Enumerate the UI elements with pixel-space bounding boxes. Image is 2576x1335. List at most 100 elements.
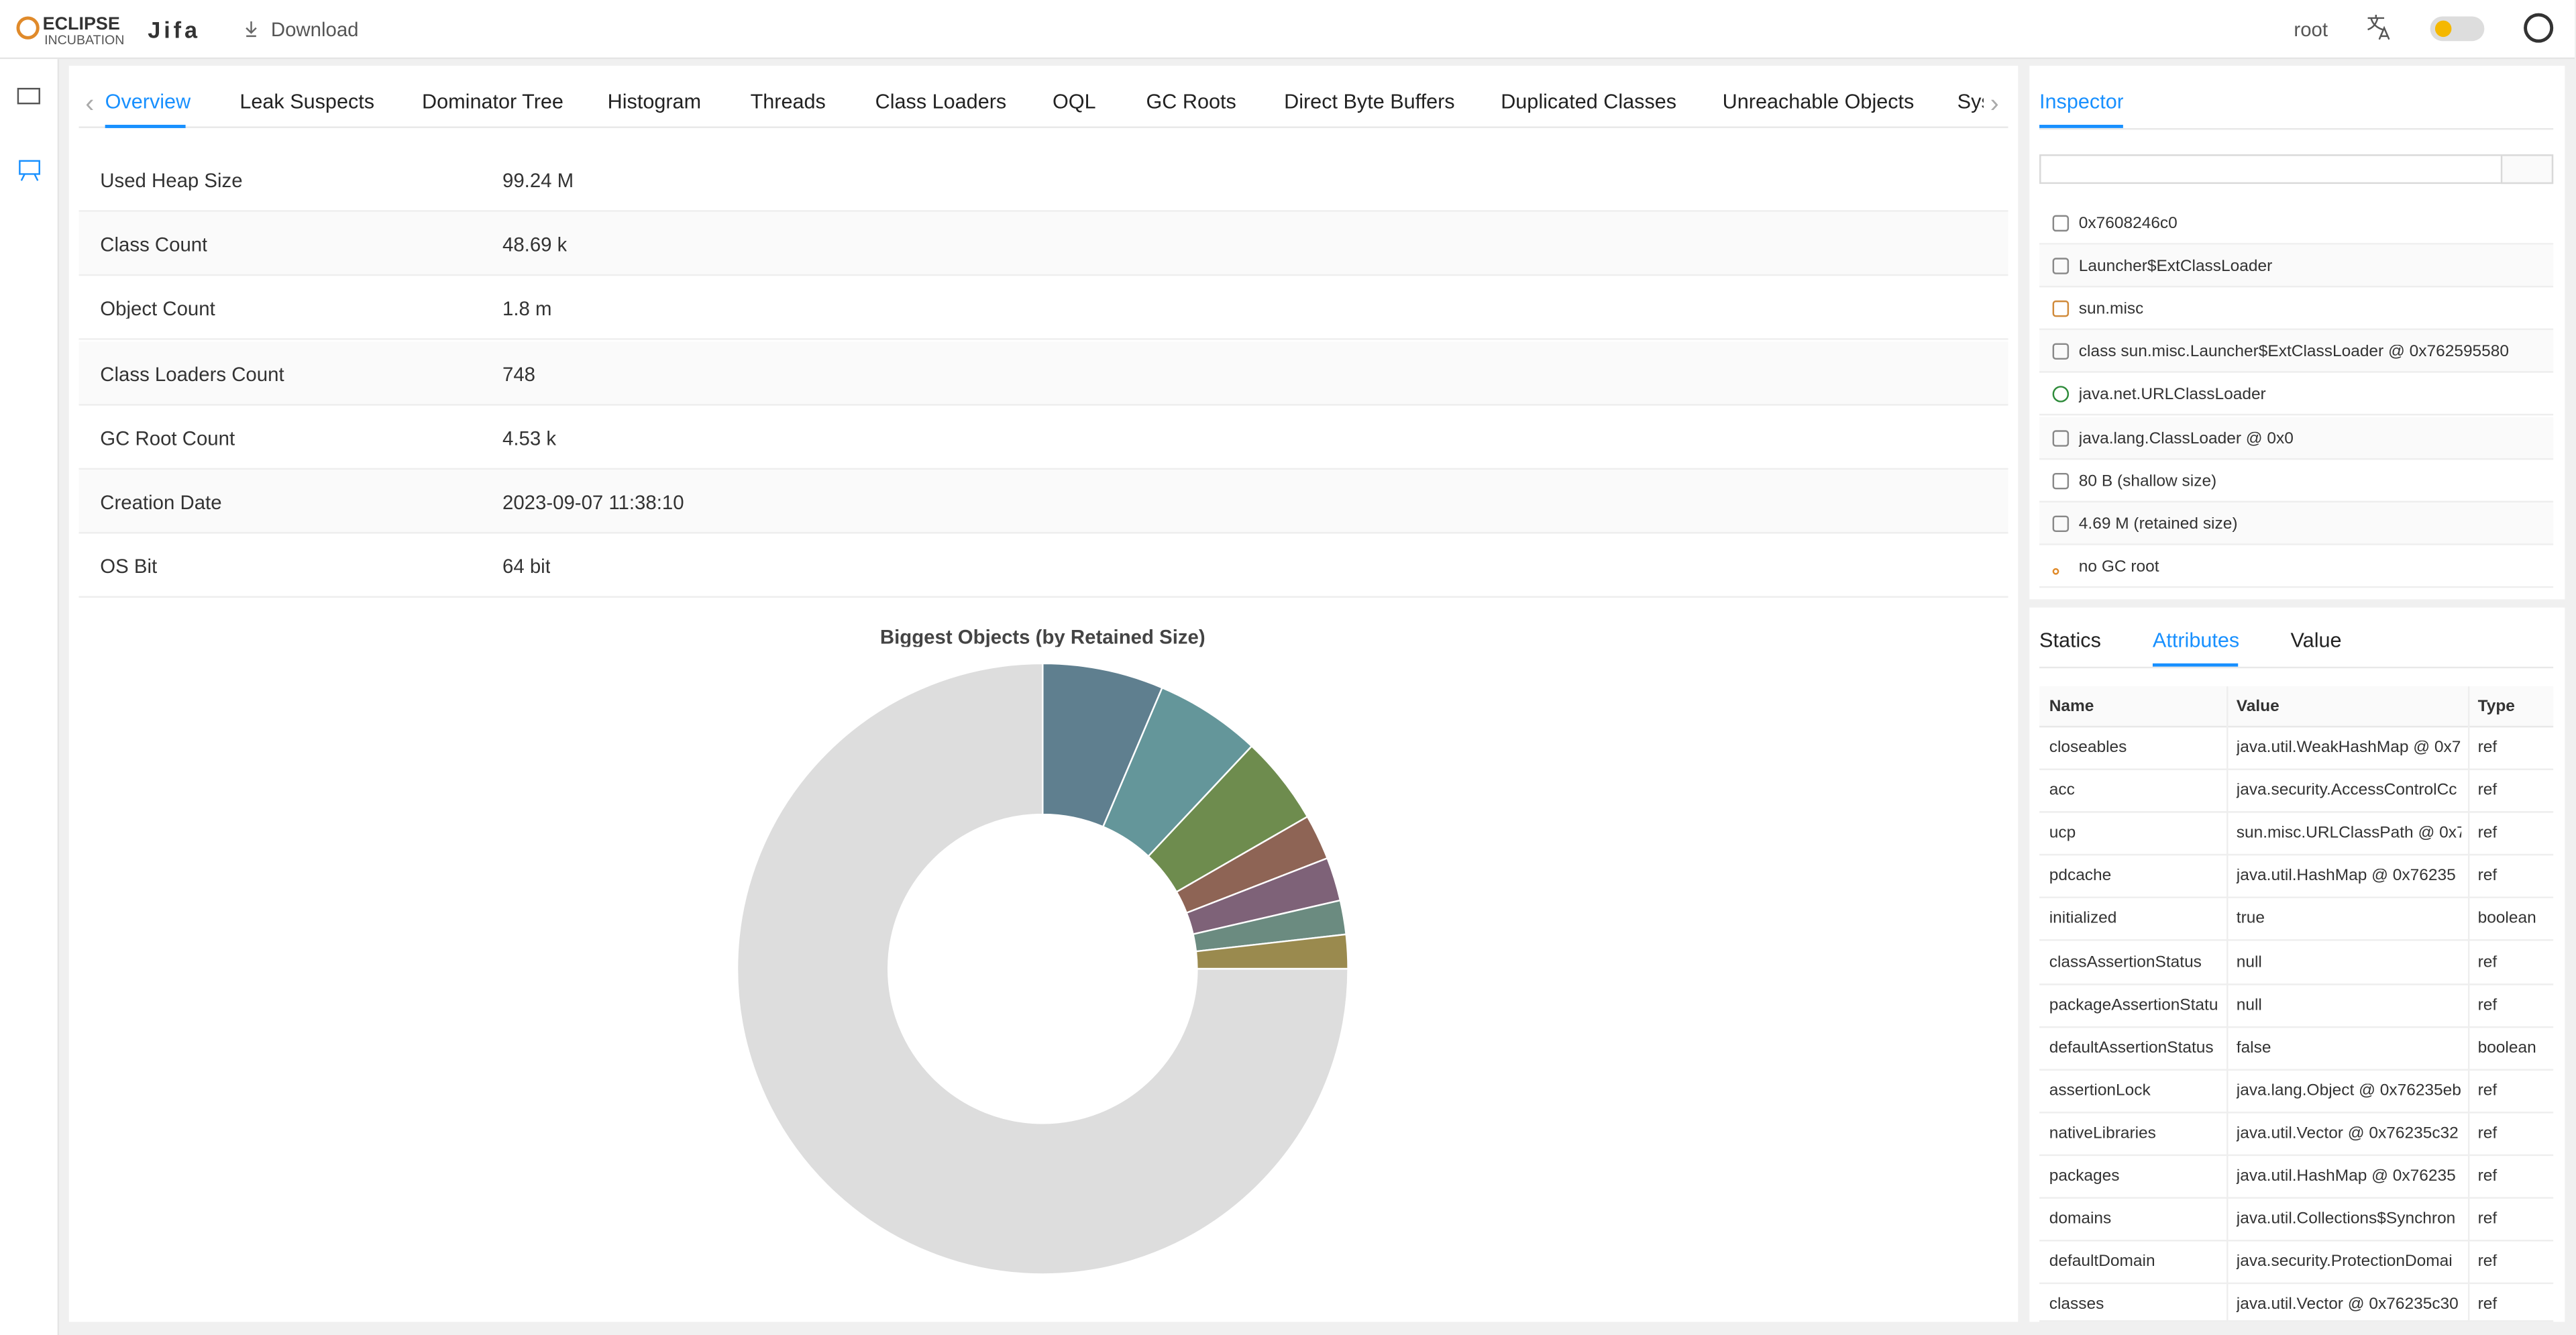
column-header: Type (2477, 699, 2515, 716)
github-icon[interactable] (2524, 13, 2554, 43)
inspector-row (2039, 330, 2554, 374)
overview-row (78, 212, 2008, 276)
table-cell: defaultDomain (2049, 1254, 2155, 1271)
details-tab[interactable]: Value (2290, 630, 2342, 651)
table-cell: java.util.Collections$Synchron (2236, 1212, 2456, 1229)
overview-row (78, 405, 2008, 470)
tab-prev[interactable]: ‹ (85, 92, 95, 119)
tab-underline (105, 125, 186, 128)
table-cell: assertionLock (2049, 1083, 2151, 1100)
table-row (2039, 856, 2554, 899)
download-icon[interactable] (246, 21, 257, 38)
table-cell: ref (2477, 1126, 2498, 1143)
table-cell: ref (2477, 869, 2498, 886)
table-cell: domains (2049, 1212, 2112, 1229)
details-tab[interactable]: Attributes (2152, 630, 2240, 651)
tab[interactable]: Dominator Tree (422, 92, 564, 113)
tab-underline (2152, 663, 2239, 667)
table-cell: nativeLibraries (2049, 1126, 2156, 1143)
top-bar (0, 0, 2575, 60)
row-value: 64 bit (502, 557, 551, 577)
download-link[interactable]: Download (270, 19, 359, 40)
table-cell: ucp (2049, 826, 2076, 843)
tab[interactable]: GC Roots (1146, 92, 1236, 113)
table-cell: false (2236, 1040, 2271, 1057)
table-cell: java.util.WeakHashMap @ 0x7 (2236, 740, 2461, 757)
tab[interactable]: Direct Byte Buffers (1284, 92, 1455, 113)
chart-title: Biggest Objects (by Retained Size) (879, 627, 1205, 647)
overview-row (78, 276, 2008, 341)
table-cell: classAssertionStatus (2049, 955, 2202, 971)
row-label: Class Loaders Count (100, 364, 284, 384)
sidebar (0, 59, 60, 1335)
inspector-item: 4.69 M (retained size) (2078, 517, 2238, 533)
item-icon (2052, 472, 2070, 489)
logo-text: ECLIPSE (42, 16, 120, 35)
table-cell: pdcache (2049, 869, 2112, 886)
row-value: 4.53 k (502, 428, 557, 448)
item-icon (2052, 386, 2070, 403)
inspector-item: java.lang.ClassLoader @ 0x0 (2078, 431, 2294, 447)
tab[interactable]: Leak Suspects (239, 92, 375, 113)
table-cell: closeables (2049, 740, 2127, 757)
nav-icon-active[interactable] (19, 160, 40, 181)
table-cell: defaultAssertionStatus (2049, 1040, 2214, 1057)
table-row (2039, 1242, 2554, 1285)
nav-icon[interactable] (17, 87, 40, 105)
table-cell: packageAssertionStatu (2049, 998, 2218, 1014)
table-cell: java.security.ProtectionDomai (2236, 1254, 2453, 1271)
inspector-item: 0x7608246c0 (2078, 217, 2178, 233)
inspector-row (2039, 202, 2554, 245)
logo-icon (16, 16, 40, 40)
table-cell: classes (2049, 1297, 2104, 1314)
column-header: Name (2049, 699, 2094, 716)
details-tab[interactable]: Statics (2039, 630, 2101, 651)
inspector-row (2039, 545, 2554, 588)
overview-row (78, 341, 2008, 405)
row-label: GC Root Count (100, 428, 235, 448)
column-header: Value (2236, 699, 2279, 716)
tab[interactable]: Overview (105, 92, 191, 113)
tab[interactable]: Sys (1957, 92, 1984, 113)
table-cell: ref (2477, 955, 2498, 971)
table-cell: ref (2477, 1169, 2498, 1186)
tab[interactable]: Histogram (607, 92, 702, 113)
table-cell: ref (2477, 740, 2498, 757)
table-cell: ref (2477, 1212, 2498, 1229)
inspector-row (2039, 244, 2554, 288)
table-cell: java.util.HashMap @ 0x76235 (2236, 869, 2456, 886)
table-row (2039, 985, 2554, 1028)
search-button[interactable] (2500, 154, 2554, 184)
table-row (2039, 1070, 2554, 1114)
table-cell: java.util.Vector @ 0x76235c30 (2236, 1297, 2459, 1314)
tab-next[interactable]: › (1990, 92, 1999, 119)
table-row (2039, 727, 2554, 770)
inspector-row (2039, 502, 2554, 545)
overview-row (78, 470, 2008, 534)
table-row (2039, 770, 2554, 813)
tab[interactable]: Duplicated Classes (1501, 92, 1677, 113)
tab-divider (2039, 666, 2554, 669)
table-cell: ref (2477, 998, 2498, 1014)
item-icon (2052, 515, 2070, 532)
table-row (2039, 1199, 2554, 1242)
tab[interactable]: Unreachable Objects (1722, 92, 1915, 113)
tab[interactable]: Class Loaders (875, 92, 1007, 113)
row-value: 1.8 m (502, 299, 552, 319)
translate-icon[interactable] (2367, 15, 2390, 40)
table-cell: true (2236, 912, 2265, 928)
item-icon (2052, 258, 2070, 274)
search-input[interactable] (2039, 154, 2554, 184)
inspector-item: Launcher$ExtClassLoader (2078, 259, 2273, 276)
inspector-item: 80 B (shallow size) (2078, 474, 2217, 490)
inspector-tab: Inspector (2039, 92, 2124, 113)
row-label: Class Count (100, 235, 208, 255)
table-cell: boolean (2477, 1040, 2536, 1057)
table-cell: java.util.HashMap @ 0x76235 (2236, 1169, 2456, 1186)
tab[interactable]: Threads (750, 92, 826, 113)
tab-underline (2039, 125, 2123, 128)
tab[interactable]: OQL (1052, 92, 1096, 113)
